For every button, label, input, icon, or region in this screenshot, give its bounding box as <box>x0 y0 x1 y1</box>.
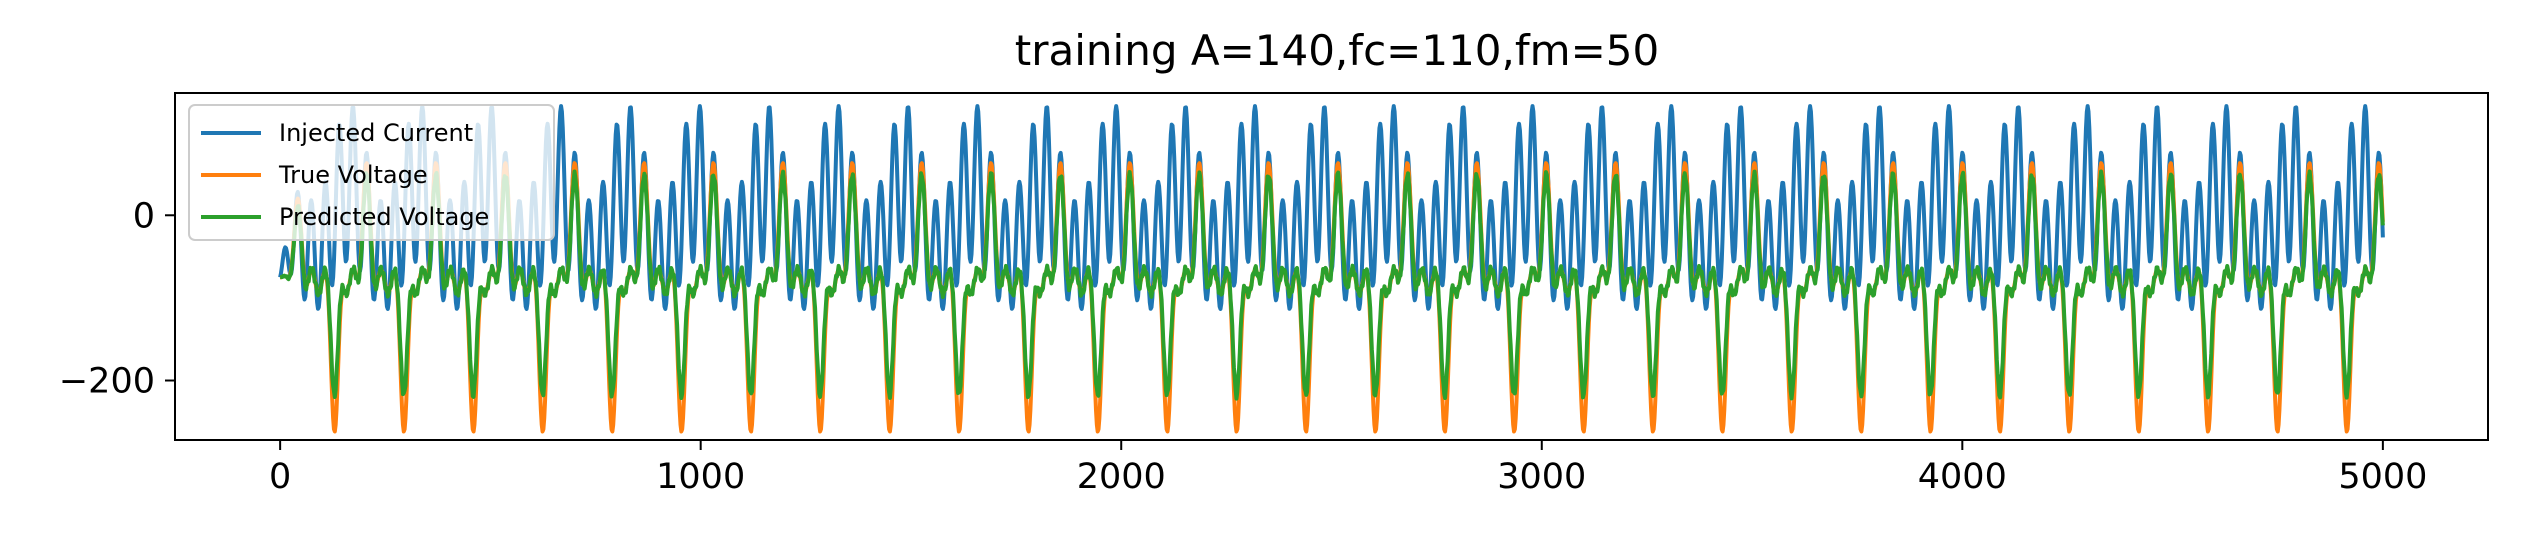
axes-frame <box>174 92 2489 441</box>
y-tick-label: 0 <box>133 196 155 236</box>
axes: 0 1000 2000 3000 4000 5000 0 −200 <box>59 92 2489 497</box>
x-tick-label: 0 <box>269 457 291 497</box>
legend: Injected Current True Voltage Predicted Vo… <box>188 104 555 241</box>
y-tick-label: −200 <box>59 362 155 402</box>
legend-label: Predicted Voltage <box>279 203 489 231</box>
x-tick-label: 5000 <box>2338 457 2427 497</box>
chart-title: training A=140,fc=110,fm=50 <box>1015 26 1659 75</box>
x-tick-label: 2000 <box>1077 457 1166 497</box>
legend-label: Injected Current <box>279 119 473 147</box>
x-tick-label: 3000 <box>1497 457 1586 497</box>
plot-area <box>278 104 2385 434</box>
series-line-predicted-voltage <box>278 169 2385 401</box>
legend-box <box>188 104 555 241</box>
x-tick-label: 4000 <box>1918 457 2007 497</box>
legend-label: True Voltage <box>278 161 428 189</box>
x-tick-label: 1000 <box>656 457 745 497</box>
